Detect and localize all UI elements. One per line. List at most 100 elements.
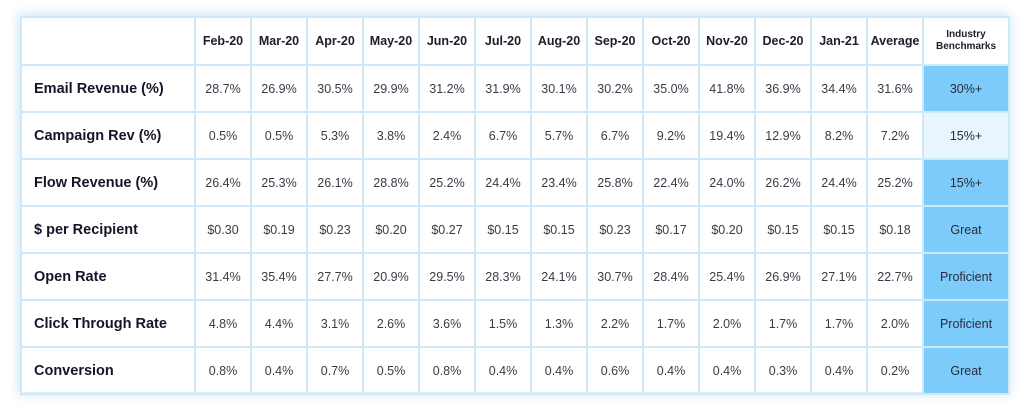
value-cell: 26.9% [754,252,812,301]
table-row: $ per Recipient $0.30 $0.19 $0.23 $0.20 $0.27… [20,205,1010,254]
table-row: Conversion 0.8% 0.4% 0.7% 0.5% 0.8% 0.4% 0.4% 0.… [20,346,1010,395]
value-cell: 5.7% [530,111,588,160]
value-cell: 26.9% [250,64,308,113]
value-cell: 0.5% [250,111,308,160]
value-cell: 25.2% [866,158,924,207]
column-header: Oct-20 [642,16,700,66]
table-row: Email Revenue (%) 28.7% 26.9% 30.5% 29.9% 31.… [20,64,1010,113]
value-cell: $0.17 [642,205,700,254]
value-cell: 28.8% [362,158,420,207]
value-cell: 24.1% [530,252,588,301]
column-header: Average [866,16,924,66]
value-cell: 0.8% [418,346,476,395]
value-cell: 0.4% [530,346,588,395]
row-label: Click Through Rate [20,299,196,348]
value-cell: 28.3% [474,252,532,301]
value-cell: 35.4% [250,252,308,301]
column-header: Mar-20 [250,16,308,66]
value-cell: $0.27 [418,205,476,254]
value-cell: 31.6% [866,64,924,113]
value-cell: 7.2% [866,111,924,160]
value-cell: 1.7% [810,299,868,348]
value-cell: 22.7% [866,252,924,301]
value-cell: 2.2% [586,299,644,348]
value-cell: $0.23 [586,205,644,254]
value-cell: 25.4% [698,252,756,301]
value-cell: 3.1% [306,299,364,348]
value-cell: 24.4% [474,158,532,207]
value-cell: 30.7% [586,252,644,301]
table-row: Flow Revenue (%) 26.4% 25.3% 26.1% 28.8% 25.2… [20,158,1010,207]
benchmark-cell: 15%+ [922,111,1010,160]
value-cell: 4.4% [250,299,308,348]
value-cell: 9.2% [642,111,700,160]
value-cell: 28.4% [642,252,700,301]
value-cell: 12.9% [754,111,812,160]
column-header: Dec-20 [754,16,812,66]
value-cell: 0.8% [194,346,252,395]
value-cell: $0.15 [810,205,868,254]
value-cell: 35.0% [642,64,700,113]
value-cell: 0.4% [698,346,756,395]
value-cell: 2.4% [418,111,476,160]
value-cell: 0.4% [250,346,308,395]
value-cell: 31.4% [194,252,252,301]
metrics-table-container: Feb-20 Mar-20 Apr-20 May-20 Jun-20 Jul-2… [20,16,1010,395]
value-cell: 31.2% [418,64,476,113]
benchmark-cell: Proficient [922,252,1010,301]
value-cell: 26.1% [306,158,364,207]
value-cell: 26.2% [754,158,812,207]
row-label: $ per Recipient [20,205,196,254]
value-cell: 30.1% [530,64,588,113]
value-cell: 0.3% [754,346,812,395]
column-header: Jan-21 [810,16,868,66]
value-cell: 0.5% [194,111,252,160]
row-label: Flow Revenue (%) [20,158,196,207]
benchmark-cell: Proficient [922,299,1010,348]
value-cell: 19.4% [698,111,756,160]
value-cell: 30.2% [586,64,644,113]
value-cell: 27.7% [306,252,364,301]
benchmark-column-header: Industry Benchmarks [922,16,1010,66]
value-cell: 1.5% [474,299,532,348]
value-cell: 30.5% [306,64,364,113]
value-cell: 6.7% [586,111,644,160]
value-cell: 25.2% [418,158,476,207]
column-header: Aug-20 [530,16,588,66]
value-cell: 28.7% [194,64,252,113]
benchmark-cell: Great [922,205,1010,254]
column-header: Feb-20 [194,16,252,66]
value-cell: 5.3% [306,111,364,160]
value-cell: 0.2% [866,346,924,395]
value-cell: 0.4% [642,346,700,395]
value-cell: 1.7% [642,299,700,348]
value-cell: 1.7% [754,299,812,348]
value-cell: $0.20 [698,205,756,254]
value-cell: 0.7% [306,346,364,395]
value-cell: $0.20 [362,205,420,254]
value-cell: 36.9% [754,64,812,113]
value-cell: 0.4% [474,346,532,395]
column-header: Nov-20 [698,16,756,66]
value-cell: 41.8% [698,64,756,113]
value-cell: 24.0% [698,158,756,207]
value-cell: 34.4% [810,64,868,113]
value-cell: 3.8% [362,111,420,160]
value-cell: 0.5% [362,346,420,395]
table-row: Click Through Rate 4.8% 4.4% 3.1% 2.6% 3.6% 1.… [20,299,1010,348]
benchmark-cell: 15%+ [922,158,1010,207]
row-label: Conversion [20,346,196,395]
value-cell: 29.5% [418,252,476,301]
column-header: Sep-20 [586,16,644,66]
table-row: Open Rate 31.4% 35.4% 27.7% 20.9% 29.5% 28.3% 2… [20,252,1010,301]
value-cell: 3.6% [418,299,476,348]
value-cell: 4.8% [194,299,252,348]
row-label: Campaign Rev (%) [20,111,196,160]
metrics-table: Feb-20 Mar-20 Apr-20 May-20 Jun-20 Jul-2… [20,16,1010,395]
value-cell: 25.3% [250,158,308,207]
value-cell: 6.7% [474,111,532,160]
value-cell: $0.30 [194,205,252,254]
value-cell: 1.3% [530,299,588,348]
value-cell: 29.9% [362,64,420,113]
value-cell: 20.9% [362,252,420,301]
